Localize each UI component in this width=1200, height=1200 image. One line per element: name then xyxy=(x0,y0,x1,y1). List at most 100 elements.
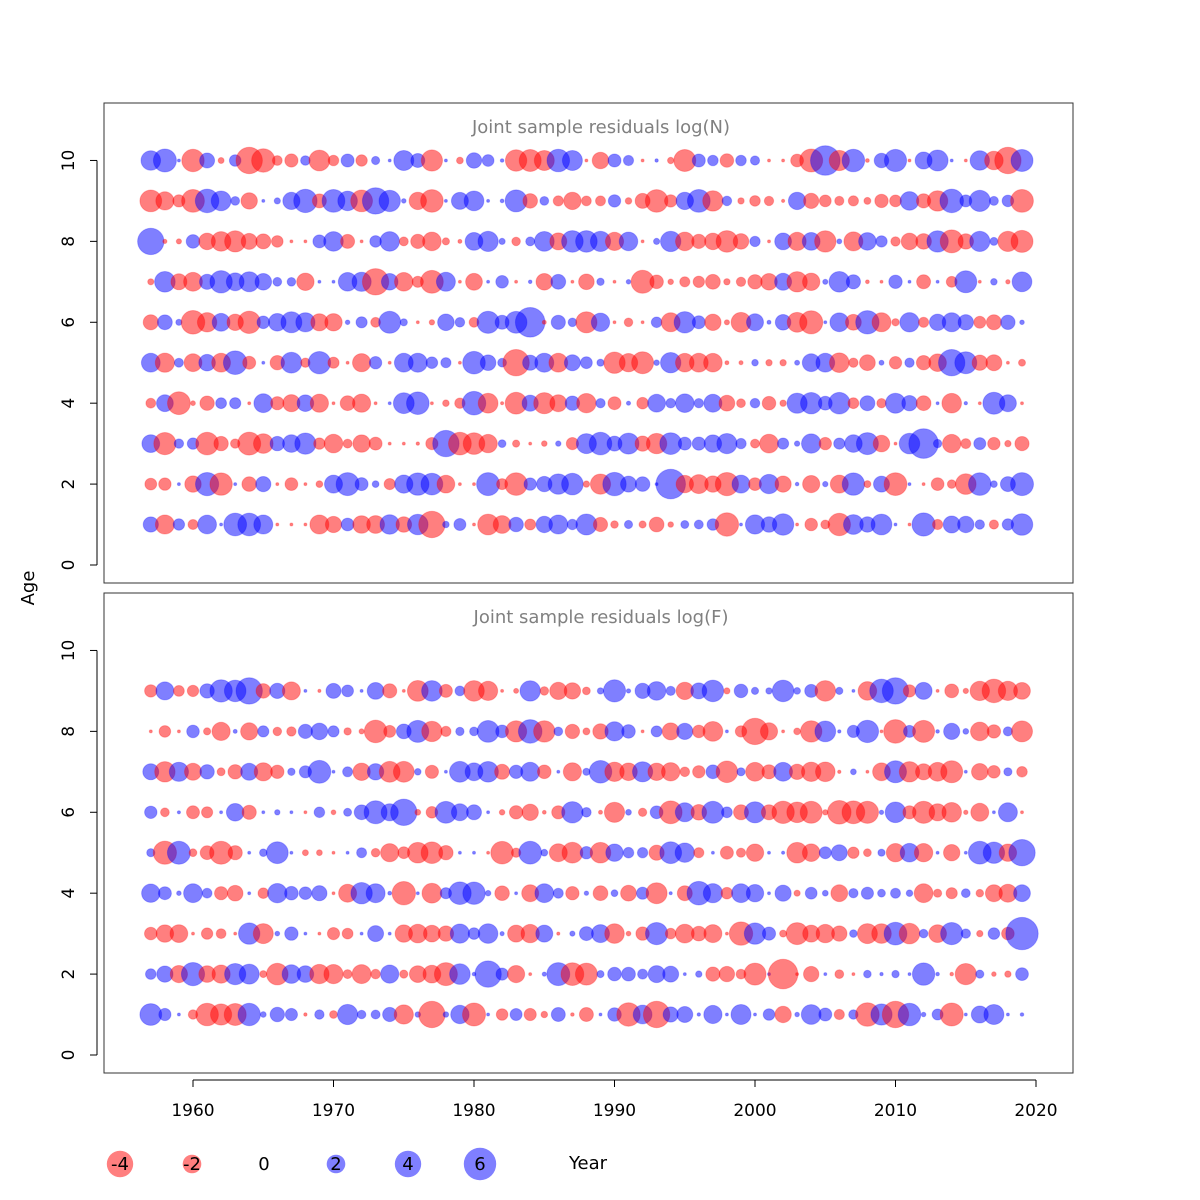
residual-bubble xyxy=(667,278,675,286)
residual-bubble xyxy=(943,722,961,741)
residual-bubble xyxy=(415,891,420,896)
residual-bubble xyxy=(847,397,860,410)
residual-bubble xyxy=(261,810,266,815)
residual-bubble xyxy=(498,237,506,245)
residual-bubble xyxy=(590,312,611,332)
residual-bubble xyxy=(701,800,725,824)
residual-bubble xyxy=(523,477,537,491)
residual-bubble xyxy=(252,923,274,945)
residual-bubble xyxy=(750,686,760,696)
residual-bubble xyxy=(779,929,788,938)
y-tick-label: 8 xyxy=(59,236,79,247)
residual-bubble xyxy=(736,767,746,777)
panel-logN-frame xyxy=(103,102,1074,584)
panel-logF-y-axis: 0 2 4 6 8 10 xyxy=(59,640,98,1060)
residual-bubble xyxy=(407,352,428,373)
residual-bubble xyxy=(872,434,891,453)
residual-bubble xyxy=(540,1010,549,1019)
residual-bubble xyxy=(201,887,213,899)
residual-bubble xyxy=(479,354,497,372)
residual-bubble xyxy=(747,274,763,290)
residual-bubble xyxy=(352,434,371,453)
residual-bubble xyxy=(257,887,270,900)
residual-bubble xyxy=(800,1004,822,1025)
residual-bubble xyxy=(378,310,402,334)
residual-bubble xyxy=(767,850,771,855)
residual-bubble xyxy=(478,433,498,454)
residual-bubble xyxy=(200,927,214,940)
residual-bubble xyxy=(849,929,858,938)
residual-bubble xyxy=(598,809,603,815)
residual-bubble xyxy=(331,401,336,406)
residual-bubble xyxy=(415,441,420,446)
residual-bubble xyxy=(537,764,552,780)
residual-bubble xyxy=(940,760,964,784)
residual-bubble xyxy=(401,441,406,446)
residual-bubble xyxy=(147,278,155,286)
residual-bubble xyxy=(991,971,997,977)
residual-bubble xyxy=(879,729,884,734)
residual-bubble xyxy=(570,1012,575,1017)
legend-label: 4 xyxy=(402,1154,413,1175)
residual-bubble xyxy=(962,728,970,735)
residual-bubble xyxy=(949,971,955,977)
residual-bubble xyxy=(735,847,747,858)
residual-bubble xyxy=(314,1009,325,1020)
residual-bubble xyxy=(691,153,706,168)
residual-bubble xyxy=(799,310,824,335)
residual-bubble xyxy=(481,154,495,167)
residual-bubble xyxy=(303,239,308,244)
residual-bubble xyxy=(774,475,792,493)
residual-bubble xyxy=(284,926,299,941)
legend-label: 2 xyxy=(330,1154,341,1175)
residual-bubble xyxy=(354,477,369,492)
residual-bubble xyxy=(331,279,336,284)
residual-bubble xyxy=(736,398,746,409)
residual-bubble xyxy=(355,154,368,167)
residual-bubble xyxy=(801,843,821,863)
residual-bubble xyxy=(831,925,848,942)
residual-bubble xyxy=(888,274,903,289)
residual-bubble xyxy=(562,762,583,782)
residual-bubble xyxy=(781,729,786,734)
residual-bubble xyxy=(325,682,342,699)
residual-bubble xyxy=(253,762,273,782)
residual-bubble xyxy=(803,192,820,209)
residual-bubble xyxy=(582,480,591,488)
residual-bubble xyxy=(998,394,1017,413)
residual-bubble xyxy=(1004,439,1012,448)
residual-bubble xyxy=(563,354,581,372)
residual-bubble xyxy=(414,768,422,776)
residual-bubble xyxy=(561,472,584,496)
residual-bubble xyxy=(521,803,539,821)
residual-bubble xyxy=(898,922,921,945)
residual-bubble xyxy=(365,883,386,904)
residual-bubble xyxy=(823,320,828,325)
residual-bubble xyxy=(645,922,669,946)
residual-bubble xyxy=(578,273,595,291)
residual-bubble xyxy=(257,725,270,738)
residual-bubble xyxy=(724,1012,729,1017)
residual-bubble xyxy=(443,198,448,203)
residual-bubble xyxy=(926,149,949,172)
residual-bubble xyxy=(173,685,185,697)
residual-bubble xyxy=(759,433,779,454)
residual-bubble xyxy=(625,808,632,816)
residual-bubble xyxy=(985,354,1003,372)
residual-bubble xyxy=(973,437,987,451)
residual-bubble xyxy=(710,850,715,855)
x-tick-label: 2020 xyxy=(1014,1101,1057,1121)
residual-bubble xyxy=(731,474,751,494)
residual-bubble xyxy=(930,477,945,492)
residual-bubble xyxy=(661,762,681,782)
residual-bubble xyxy=(356,847,368,859)
residual-bubble xyxy=(457,360,462,365)
residual-bubble xyxy=(723,278,731,286)
residual-bubble xyxy=(368,436,383,451)
residual-bubble xyxy=(968,189,991,212)
residual-bubble xyxy=(173,357,184,368)
residual-bubble xyxy=(702,883,724,904)
residual-bubble xyxy=(1010,472,1034,497)
residual-bubble xyxy=(833,437,846,450)
residual-bubble xyxy=(186,724,200,739)
